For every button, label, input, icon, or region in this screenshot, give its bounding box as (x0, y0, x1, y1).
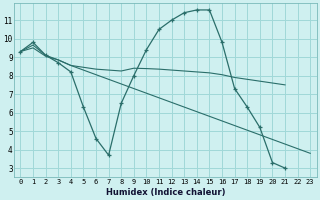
X-axis label: Humidex (Indice chaleur): Humidex (Indice chaleur) (106, 188, 225, 197)
